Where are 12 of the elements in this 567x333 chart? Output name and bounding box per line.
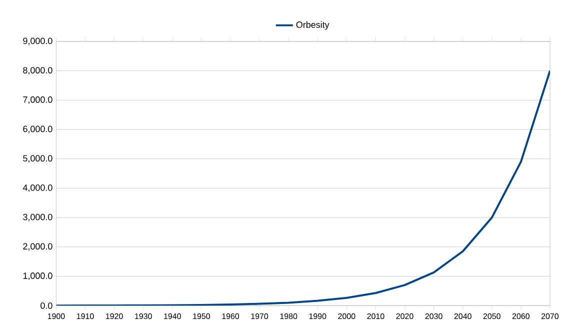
y-tick-label: 6,000.0	[23, 126, 52, 133]
y-tick-label: 9,000.0	[23, 37, 52, 45]
y-tick-label: 7,000.0	[23, 96, 52, 104]
y-tick-label: 2,000.0	[23, 242, 52, 250]
y-tick-label: 3,000.0	[23, 214, 52, 222]
line-series	[56, 70, 550, 306]
y-tick-label: 4,000.0	[22, 184, 52, 192]
y-tick-label: 1,000.0	[23, 272, 52, 280]
legend-label: Orbesity	[296, 21, 330, 30]
y-tick-label: 0.0	[40, 302, 52, 309]
y-tick-label: 5,000.0	[23, 154, 52, 162]
y-tick-label: 8,000.0	[23, 66, 52, 74]
